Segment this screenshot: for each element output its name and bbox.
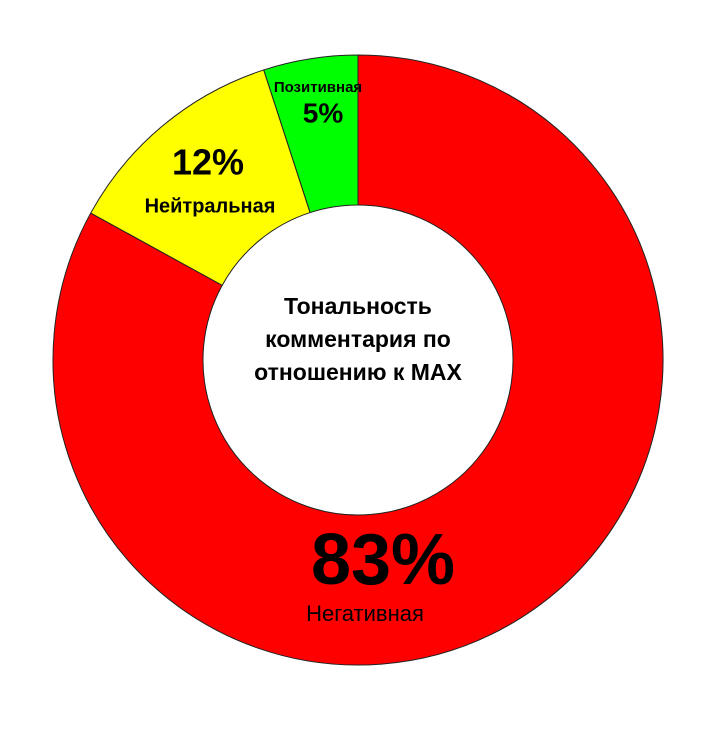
- category-label: Нейтральная: [145, 195, 276, 217]
- value-label: 83%: [311, 520, 455, 600]
- value-label: 12%: [172, 142, 244, 183]
- donut-slice: [263, 54, 359, 214]
- category-label: Позитивная: [274, 79, 362, 96]
- donut-slice: [52, 54, 664, 666]
- chart-title: Тональность комментария по отношению к M…: [254, 293, 462, 385]
- category-label: Негативная: [306, 601, 424, 626]
- value-label: 5%: [303, 97, 344, 128]
